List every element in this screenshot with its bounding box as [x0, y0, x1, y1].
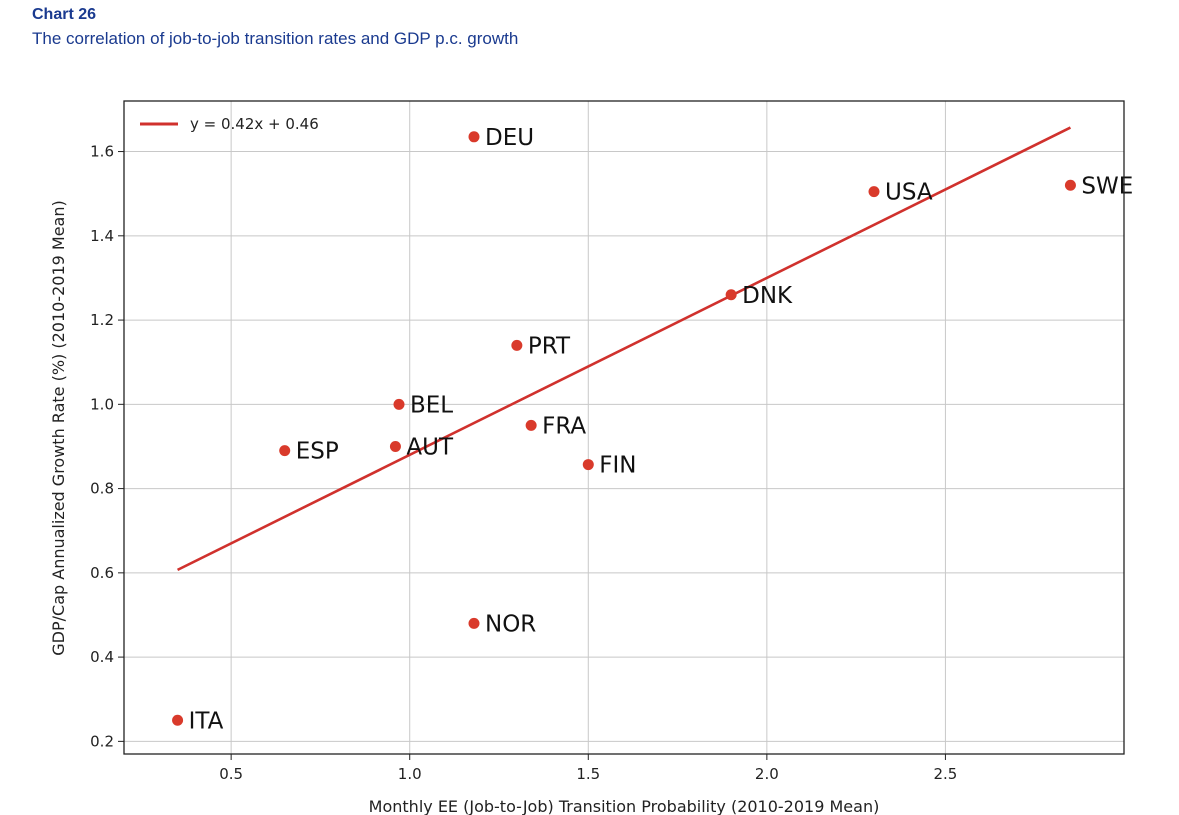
y-tick-label: 0.4: [90, 648, 114, 666]
point-label-deu: DEU: [485, 125, 534, 151]
y-tick-label: 0.2: [90, 732, 114, 750]
x-tick-label: 2.0: [755, 765, 779, 783]
y-axis-title: GDP/Cap Annualized Growth Rate (%) (2010…: [49, 200, 68, 655]
data-point-deu: [468, 131, 480, 143]
data-point-bel: [393, 398, 405, 410]
point-label-aut: AUT: [406, 434, 454, 460]
point-label-nor: NOR: [485, 611, 536, 637]
x-tick-label: 0.5: [219, 765, 243, 783]
data-point-dnk: [725, 289, 737, 301]
x-axis-title: Monthly EE (Job-to-Job) Transition Proba…: [369, 797, 880, 815]
y-tick-label: 1.6: [90, 143, 114, 161]
y-tick-label: 0.6: [90, 564, 114, 582]
point-label-usa: USA: [885, 180, 933, 206]
y-tick-label: 1.0: [90, 395, 114, 413]
data-points: DEU SWE USA DNK PRT BEL FRA AUT ESP FIN NOR ITA: [172, 125, 1133, 734]
point-label-fin: FIN: [599, 453, 636, 479]
data-point-aut: [389, 440, 401, 452]
x-tick-label: 2.5: [933, 765, 957, 783]
chart-number: Chart 26: [32, 6, 97, 23]
plot-frame: [123, 100, 1125, 755]
data-point-fra: [525, 419, 537, 431]
y-tick-label: 1.4: [90, 227, 114, 245]
point-label-bel: BEL: [410, 392, 453, 418]
point-label-prt: PRT: [528, 333, 571, 359]
point-label-ita: ITA: [189, 708, 224, 734]
point-label-fra: FRA: [542, 413, 586, 439]
y-tick-label: 1.2: [90, 311, 114, 329]
point-label-swe: SWE: [1081, 173, 1133, 199]
data-point-prt: [511, 339, 523, 351]
trend-line-group: [176, 126, 1072, 572]
axis-ticks: 0.5 1.0 1.5 2.0 2.5 0.2 0.4 0.6 0.8 1.0 1.2 1.4 1.6: [90, 143, 957, 783]
data-point-swe: [1064, 179, 1076, 191]
data-point-esp: [279, 445, 291, 457]
data-point-usa: [868, 186, 880, 198]
gridlines: [124, 101, 1124, 754]
data-point-ita: [172, 714, 184, 726]
x-tick-label: 1.5: [576, 765, 600, 783]
legend-label: y = 0.42x + 0.46: [190, 115, 319, 133]
point-label-esp: ESP: [296, 439, 339, 465]
data-point-fin: [582, 459, 594, 471]
point-label-dnk: DNK: [742, 283, 793, 309]
x-tick-label: 1.0: [398, 765, 422, 783]
trend-line: [176, 126, 1072, 572]
data-point-nor: [468, 617, 480, 629]
y-tick-label: 0.8: [90, 480, 114, 498]
legend: y = 0.42x + 0.46: [140, 115, 319, 133]
chart-caption: The correlation of job-to-job transition…: [32, 29, 519, 48]
